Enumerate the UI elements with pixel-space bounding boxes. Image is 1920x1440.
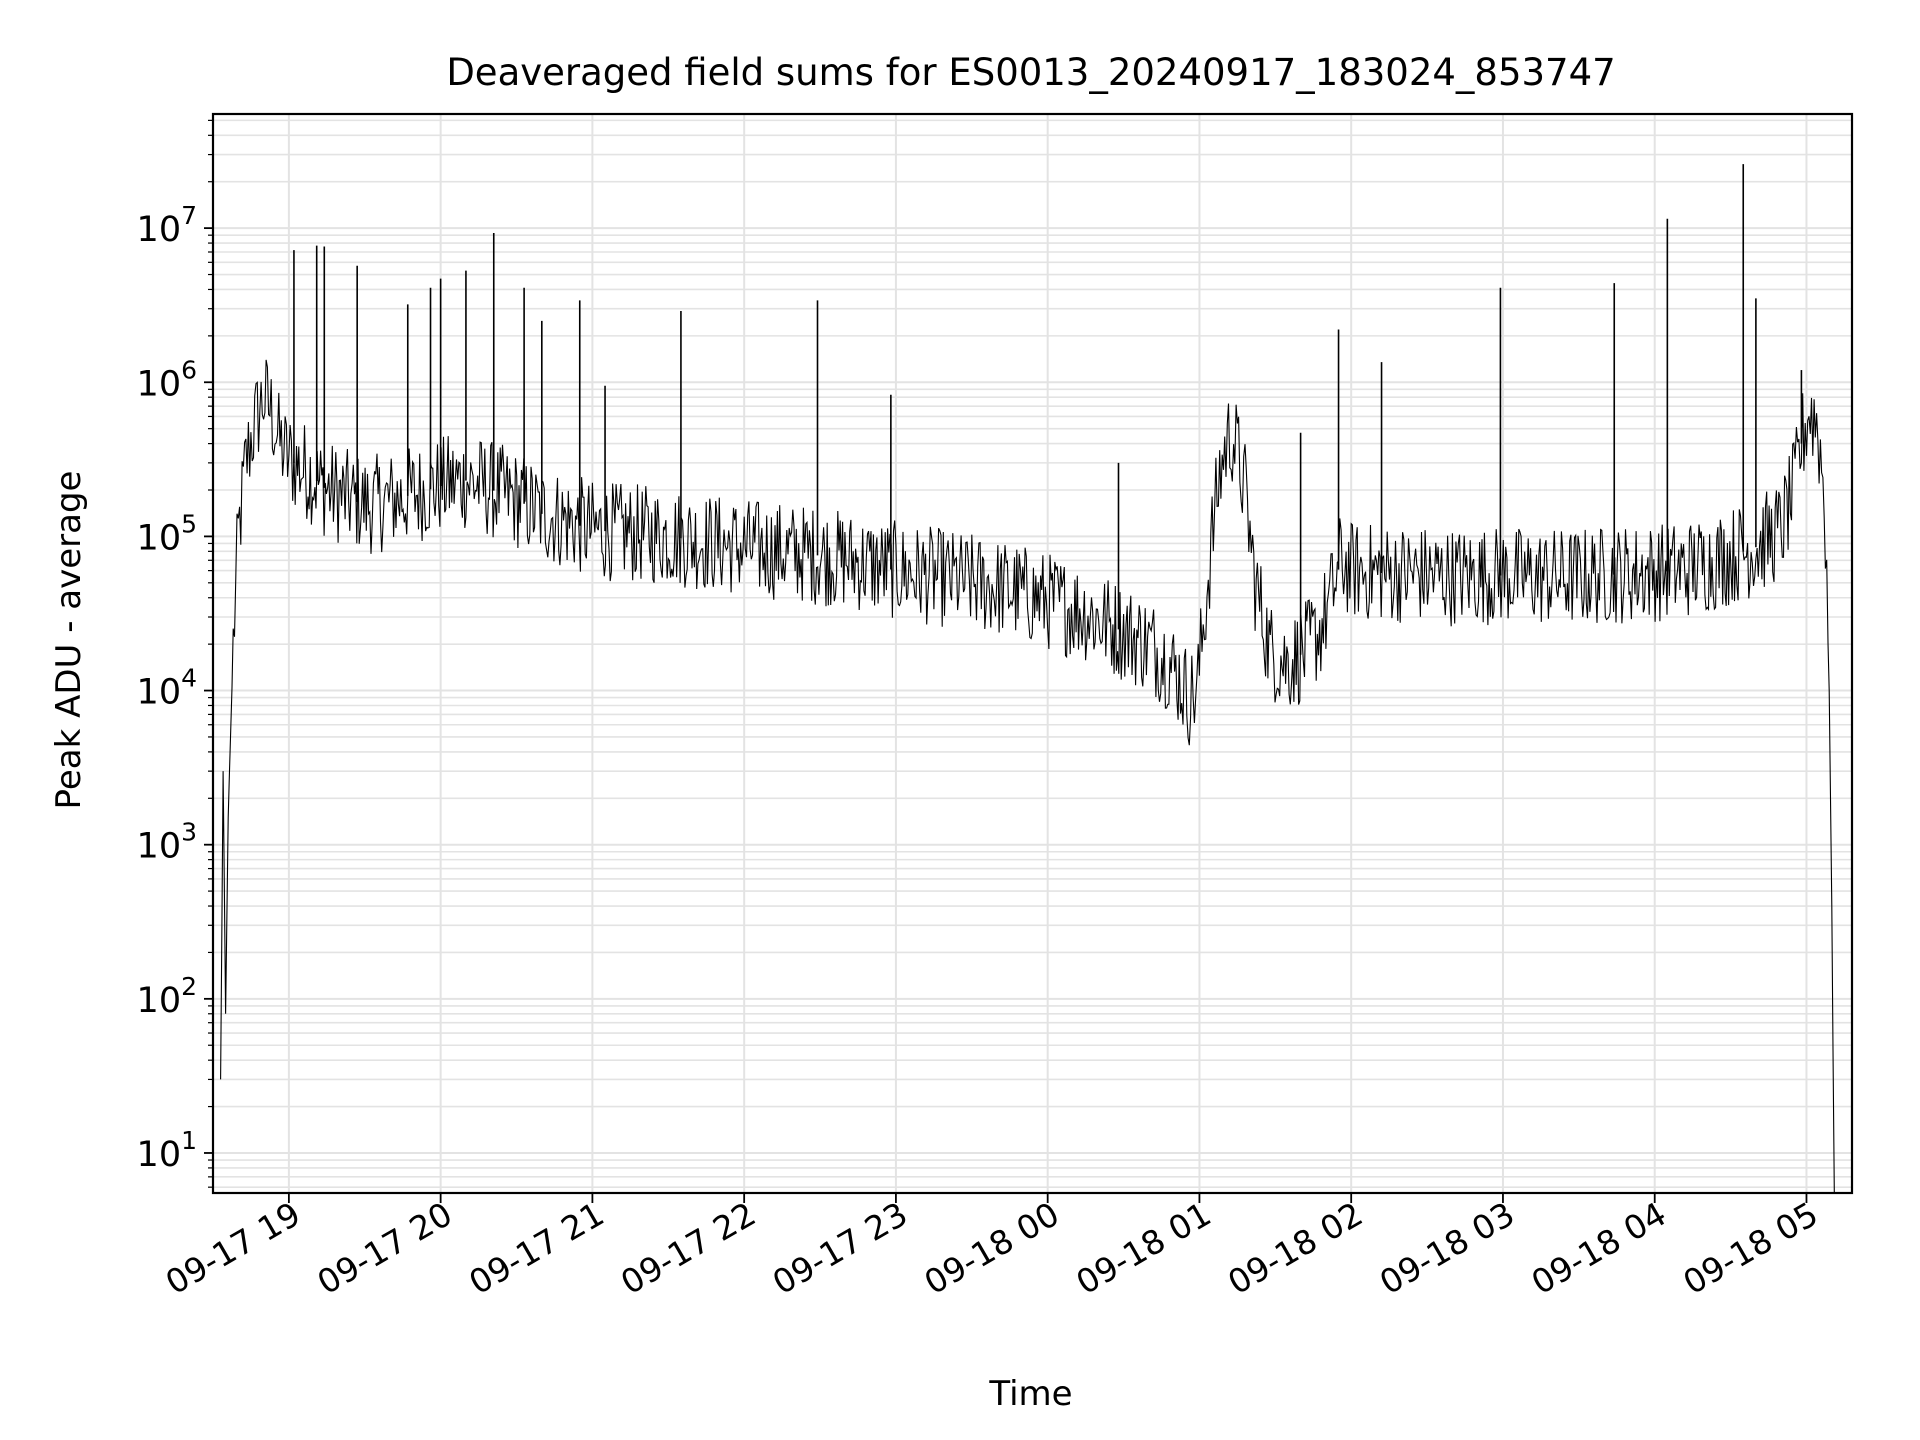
y-tick-label: 102: [137, 972, 197, 1021]
y-tick-label: 107: [137, 201, 197, 250]
y-tick-label: 105: [137, 509, 197, 558]
y-axis-label: Peak ADU - average: [49, 471, 89, 810]
y-tick-label: 104: [137, 664, 197, 713]
y-tick-label: 106: [137, 355, 197, 404]
plot-frame: [211, 112, 1854, 1195]
y-tick-label: 101: [137, 1126, 197, 1175]
y-tick-label: 103: [137, 818, 197, 867]
x-axis-label: Time: [988, 1374, 1072, 1414]
series-line: [220, 359, 1835, 1194]
grid: [213, 114, 1852, 1193]
data-layer: [220, 164, 1835, 1194]
chart-title: Deaveraged field sums for ES0013_2024091…: [446, 51, 1615, 94]
